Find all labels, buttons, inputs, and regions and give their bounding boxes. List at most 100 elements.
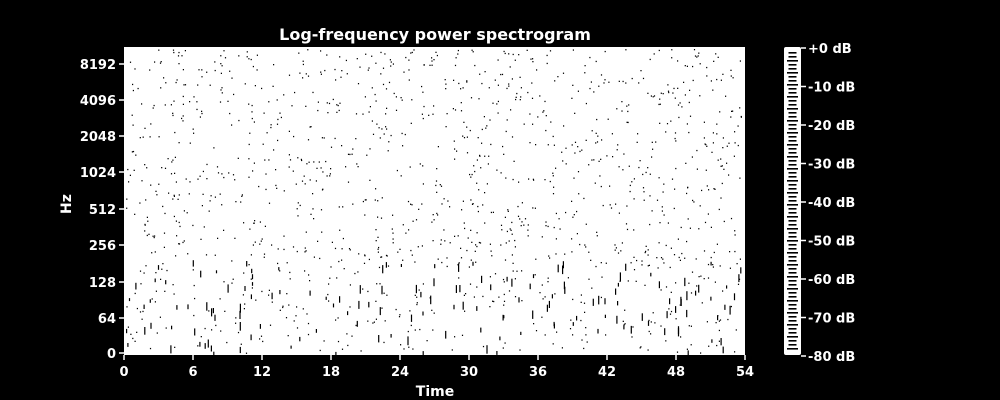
spectrogram-speck — [675, 306, 677, 313]
spectrogram-speck — [251, 282, 254, 286]
spectrogram-speck — [243, 222, 245, 224]
spectrogram-speck — [322, 171, 324, 173]
spectrogram-speck — [509, 228, 511, 230]
spectrogram-speck — [386, 255, 388, 257]
spectrogram-speck — [524, 218, 527, 220]
spectrogram-speck — [305, 105, 307, 107]
spectrogram-speck — [184, 50, 186, 52]
spectrogram-speck — [588, 251, 590, 253]
spectrogram-speck — [332, 98, 334, 101]
spectrogram-speck — [401, 132, 403, 135]
spectrogram-speck — [597, 328, 599, 334]
spectrogram-speck — [594, 182, 596, 184]
spectrogram-speck — [622, 169, 624, 171]
spectrogram-speck — [374, 93, 376, 96]
spectrogram-speck — [253, 121, 255, 123]
spectrogram-speck — [271, 301, 273, 303]
spectrogram-speck — [737, 125, 739, 127]
spectrogram-speck — [545, 221, 547, 223]
spectrogram-speck — [399, 314, 401, 316]
spectrogram-speck — [270, 124, 272, 126]
spectrogram-speck — [571, 238, 573, 240]
spectrogram-speck — [371, 87, 373, 89]
y-tick-label: 64 — [98, 312, 116, 327]
spectrogram-speck — [544, 334, 546, 336]
spectrogram-speck — [503, 153, 505, 155]
spectrogram-speck — [268, 289, 270, 291]
spectrogram-speck — [597, 135, 599, 137]
spectrogram-speck — [177, 55, 180, 57]
spectrogram-speck — [422, 117, 424, 120]
spectrogram-speck — [126, 207, 128, 209]
spectrogram-speck — [618, 166, 620, 168]
spectrogram-speck — [262, 340, 264, 343]
spectrogram-speck — [402, 224, 404, 226]
spectrogram-speck — [453, 79, 455, 81]
spectrogram-speck — [686, 240, 688, 243]
spectrogram-speck — [521, 300, 523, 302]
x-tick-label: 18 — [322, 365, 340, 380]
spectrogram-speck — [312, 193, 314, 195]
spectrogram-speck — [334, 137, 336, 140]
spectrogram-speck — [164, 290, 166, 292]
spectrogram-speck — [573, 177, 575, 179]
spectrogram-speck — [153, 236, 155, 239]
spectrogram-speck — [221, 204, 223, 206]
spectrogram-speck — [541, 316, 543, 318]
spectrogram-speck — [720, 165, 722, 167]
spectrogram-speck — [590, 81, 592, 83]
spectrogram-speck — [626, 205, 628, 207]
spectrogram-speck — [302, 77, 304, 79]
spectrogram-speck — [478, 241, 480, 244]
spectrogram-speck — [547, 281, 549, 283]
spectrogram-speck — [481, 142, 483, 144]
colorbar-stripe — [788, 148, 797, 150]
spectrogram-speck — [599, 175, 601, 177]
spectrogram-speck — [617, 301, 619, 306]
spectrogram-speck — [307, 49, 309, 51]
spectrogram-speck — [722, 290, 724, 292]
spectrogram-speck — [551, 294, 553, 299]
spectrogram-speck — [632, 326, 634, 328]
spectrogram-speck — [658, 103, 660, 106]
spectrogram-speck — [460, 88, 462, 90]
spectrogram-speck — [500, 244, 502, 246]
spectrogram-speck — [454, 235, 456, 237]
spectrogram-speck — [392, 232, 394, 234]
spectrogram-speck — [610, 207, 613, 209]
spectrogram-speck — [163, 232, 166, 234]
spectrogram-speck — [470, 176, 472, 178]
spectrogram-speck — [603, 82, 605, 84]
spectrogram-speck — [330, 266, 332, 268]
spectrogram-speck — [381, 128, 383, 130]
spectrogram-speck — [163, 77, 165, 79]
spectrogram-speck — [261, 238, 263, 240]
spectrogram-speck — [701, 189, 703, 192]
spectrogram-speck — [640, 346, 642, 348]
spectrogram-speck — [641, 260, 643, 262]
spectrogram-speck — [263, 256, 265, 258]
spectrogram-speck — [647, 349, 649, 351]
spectrogram-speck — [279, 309, 281, 311]
spectrogram-speck — [150, 123, 152, 125]
spectrogram-speck — [253, 222, 255, 224]
spectrogram-speck — [375, 62, 377, 64]
spectrogram-speck — [259, 243, 261, 245]
spectrogram-speck — [718, 329, 720, 332]
spectrogram-speck — [627, 110, 629, 113]
spectrogram-speck — [515, 96, 517, 98]
spectrogram-speck — [287, 335, 289, 337]
spectrogram-speck — [283, 248, 285, 251]
spectrogram-speck — [466, 152, 469, 154]
spectrogram-speck — [156, 332, 158, 334]
spectrogram-speck — [308, 161, 310, 163]
spectrogram-speck — [252, 170, 254, 172]
spectrogram-speck — [513, 160, 515, 162]
spectrogram-speck — [323, 137, 325, 139]
spectrogram-speck — [710, 296, 712, 301]
spectrogram-speck — [647, 254, 649, 256]
spectrogram-speck — [289, 159, 292, 161]
spectrogram-speck — [332, 303, 335, 308]
x-axis-label: Time — [416, 384, 454, 400]
spectrogram-speck — [393, 92, 395, 95]
